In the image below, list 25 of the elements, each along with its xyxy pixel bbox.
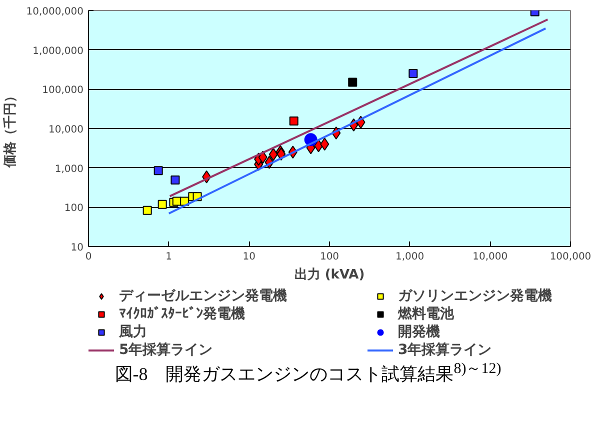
x-tick-label: 10,000: [472, 252, 508, 262]
legend-label: ガソリンエンジン発電機: [398, 287, 552, 305]
y-tick-label: 1,000,000: [32, 46, 84, 57]
x-tick-label: 100: [320, 252, 340, 262]
text: 図-8 開発ガスエンジンのコスト試算結果$^{8)～12)}$: [114, 360, 502, 386]
y-tick-label: 1,000: [54, 164, 84, 175]
x-tick-label: 100,000: [550, 252, 592, 262]
y-tick-label: 100: [64, 203, 84, 214]
legend-label: 3年採算ライン: [398, 341, 492, 359]
x-tick-label: 1: [166, 252, 172, 262]
legend-label: 5年採算ライン: [119, 341, 213, 359]
y-tick-label: 10,000: [48, 124, 84, 136]
y-tick-label: 10,000,000: [26, 6, 84, 18]
y-axis-title: 価格（千円）: [2, 90, 18, 168]
legend-label: ﾏｲｸﾛｶﾞｽﾀｰﾋﾞﾝ発電機: [119, 305, 245, 323]
x-tick-label: 1,000: [396, 252, 424, 262]
x-tick-label: 10: [242, 252, 256, 262]
x-tick-label: 0: [85, 252, 92, 262]
legend-label: 風力: [119, 323, 147, 341]
y-tick-label: 10: [70, 242, 84, 254]
y-tick-label: 100,000: [42, 85, 84, 96]
legend-label: ディーゼルエンジン発電機: [119, 287, 287, 305]
x-axis-title: 出力 (kVA): [294, 268, 365, 282]
legend-label: 燃料電池: [398, 305, 454, 323]
legend-label: 開発機: [398, 323, 440, 341]
